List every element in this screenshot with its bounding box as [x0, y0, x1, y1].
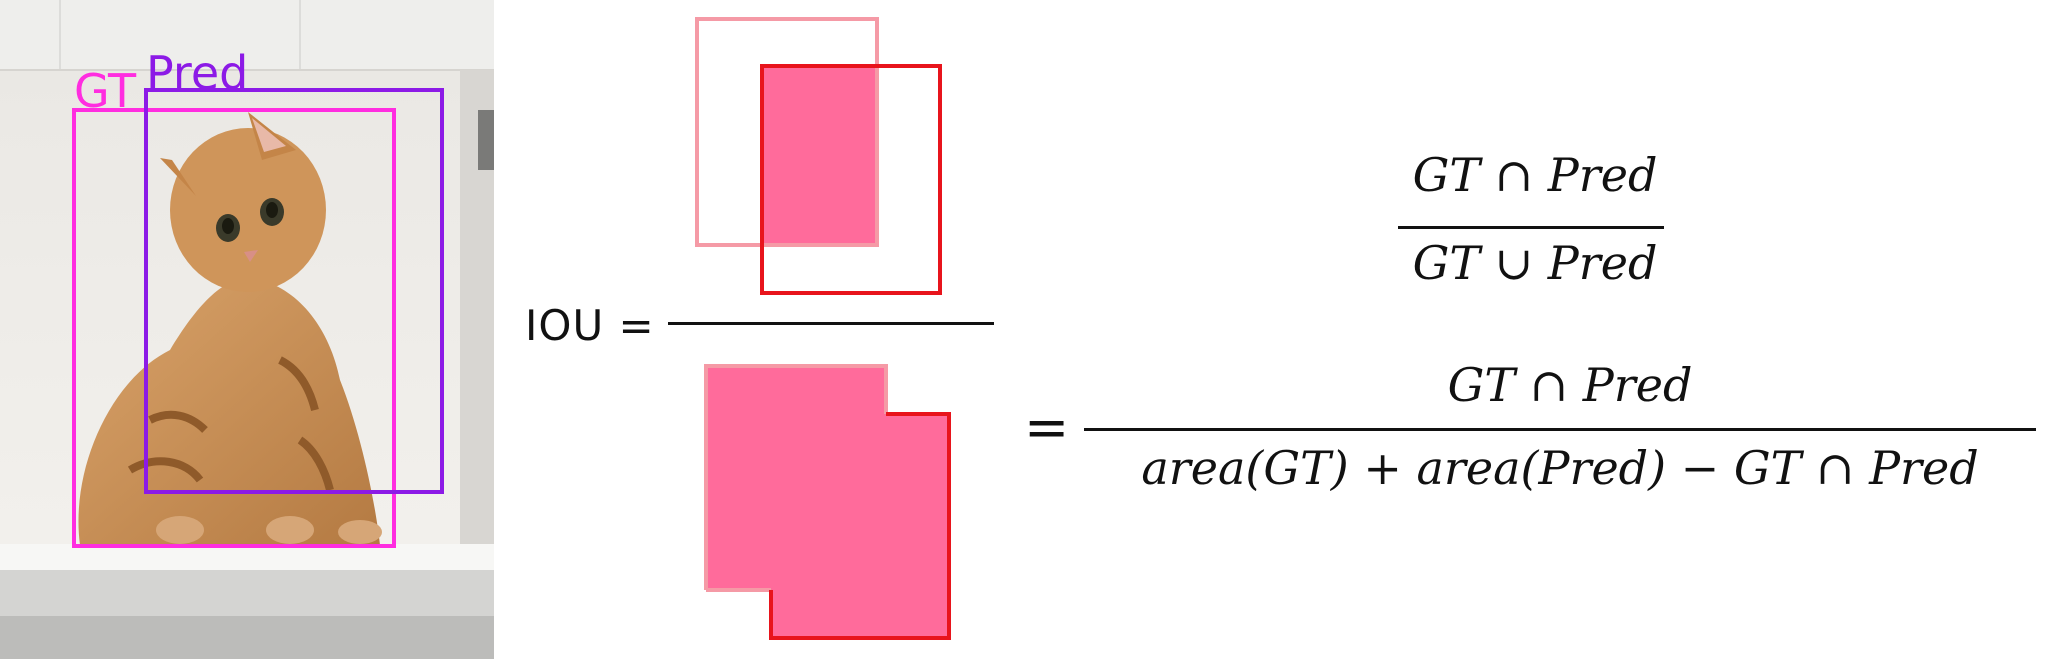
- cat-photo: GT Pred: [0, 0, 494, 659]
- formula1-denominator: GT ∪ Pred: [1412, 236, 1658, 290]
- intersection-shape: [695, 17, 942, 295]
- gt-label: GT: [74, 64, 137, 118]
- iou-fraction-bar: [668, 322, 994, 325]
- formula1-numerator: GT ∩ Pred: [1412, 148, 1658, 202]
- union-shape: [704, 364, 951, 640]
- equals-sign: =: [1024, 396, 1070, 459]
- formula1-fraction-bar: [1398, 226, 1664, 229]
- formula2-denominator: area(GT) + area(Pred) − GT ∩ Pred: [1141, 441, 1979, 495]
- formula2-fraction-bar: [1084, 428, 2036, 431]
- iou-shapes: [695, 17, 951, 640]
- pred-label: Pred: [146, 46, 249, 100]
- pred-box: [144, 88, 444, 494]
- formula2-numerator: GT ∩ Pred: [1447, 358, 1693, 412]
- cat-photo-illustration: [0, 0, 494, 659]
- iou-label: IOU =: [525, 301, 655, 350]
- iou-diagram: [494, 0, 2048, 659]
- gt-box: [72, 108, 396, 548]
